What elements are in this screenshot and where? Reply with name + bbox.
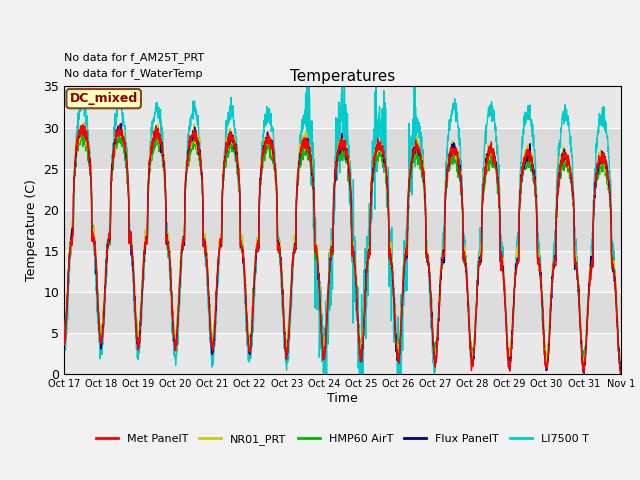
Flux PanelT [568,182,575,188]
HMP60 AirT [617,371,625,376]
Y-axis label: Temperature (C): Temperature (C) [25,180,38,281]
LI7500 T [303,84,310,89]
Text: DC_mixed: DC_mixed [70,92,138,105]
Met PanelT [60,342,68,348]
HMP60 AirT [77,128,85,134]
Met PanelT [371,158,379,164]
Text: No data for f_WaterTemp: No data for f_WaterTemp [64,68,202,79]
LI7500 T [60,346,68,352]
Bar [64,86,621,128]
Bar [64,251,621,292]
Flux PanelT [117,120,125,126]
Flux PanelT [584,315,591,321]
NR01_PRT [617,370,625,376]
Met PanelT [216,247,223,252]
NR01_PRT [216,245,223,251]
Met PanelT [617,368,625,373]
LI7500 T [568,153,576,158]
Flux PanelT [60,337,68,343]
LI7500 T [617,360,625,366]
LI7500 T [505,350,513,356]
LI7500 T [584,312,591,318]
HMP60 AirT [60,336,68,341]
NR01_PRT [80,120,88,125]
Line: NR01_PRT: NR01_PRT [64,122,621,373]
Line: Met PanelT: Met PanelT [64,125,621,374]
Flux PanelT [216,245,223,251]
HMP60 AirT [359,338,367,344]
NR01_PRT [504,343,512,348]
X-axis label: Time: Time [327,392,358,405]
HMP60 AirT [371,163,379,168]
Line: LI7500 T: LI7500 T [64,86,621,374]
Line: Flux PanelT: Flux PanelT [64,123,621,374]
Met PanelT [79,122,86,128]
LI7500 T [216,247,223,252]
NR01_PRT [359,338,367,344]
Met PanelT [617,371,625,377]
NR01_PRT [60,336,68,342]
Text: No data for f_AM25T_PRT: No data for f_AM25T_PRT [64,52,204,63]
HMP60 AirT [584,311,591,316]
NR01_PRT [584,311,591,316]
Bar [64,210,621,251]
HMP60 AirT [568,185,575,191]
LI7500 T [371,89,379,95]
Flux PanelT [371,154,379,159]
Met PanelT [359,343,367,349]
NR01_PRT [568,182,575,188]
Flux PanelT [617,367,625,373]
HMP60 AirT [504,355,512,361]
LI7500 T [359,372,367,377]
Bar [64,333,621,374]
Title: Temperatures: Temperatures [290,69,395,84]
Met PanelT [568,174,575,180]
Bar [64,168,621,210]
Line: HMP60 AirT: HMP60 AirT [64,131,621,373]
Flux PanelT [580,372,588,377]
NR01_PRT [371,151,379,156]
Flux PanelT [504,359,512,365]
Legend: Met PanelT, NR01_PRT, HMP60 AirT, Flux PanelT, LI7500 T: Met PanelT, NR01_PRT, HMP60 AirT, Flux P… [91,430,594,449]
LI7500 T [321,372,328,377]
HMP60 AirT [216,239,223,245]
NR01_PRT [617,362,625,368]
Bar [64,292,621,333]
Flux PanelT [359,346,367,352]
Bar [64,128,621,168]
Met PanelT [504,364,512,370]
Met PanelT [584,317,591,323]
